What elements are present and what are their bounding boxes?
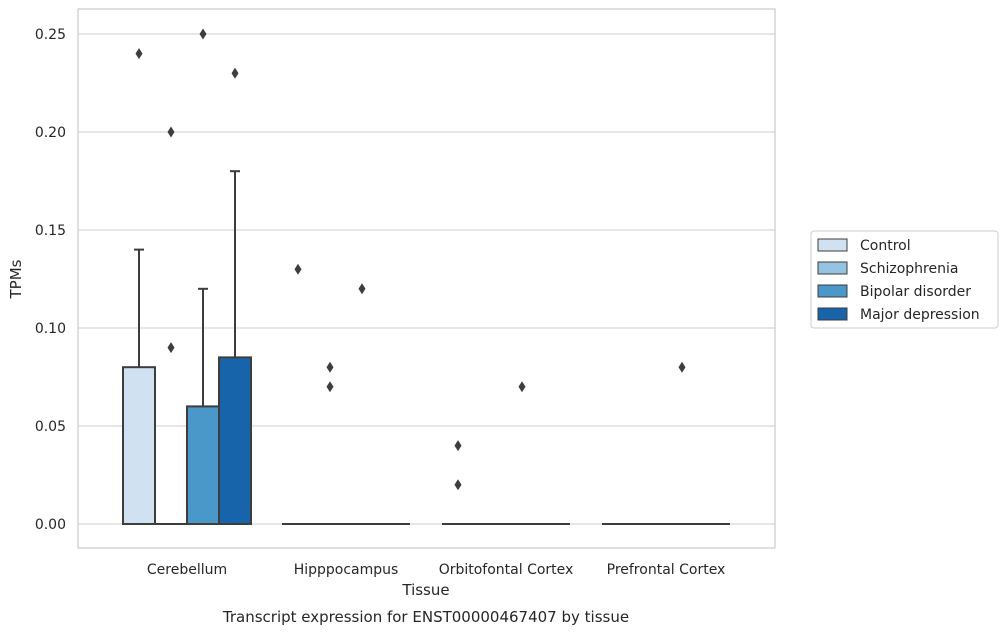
y-tick-label: 0.05	[35, 419, 66, 435]
outlier-point	[454, 440, 462, 452]
x-tick-label: Prefrontal Cortex	[607, 562, 726, 578]
legend-frame	[810, 230, 999, 329]
plot-frame	[77, 8, 776, 549]
y-axis-label: TPMs	[7, 259, 25, 299]
outlier-point	[454, 479, 462, 491]
x-tick-label: Orbitofontal Cortex	[439, 562, 574, 578]
legend-entry: Major depression	[860, 307, 980, 323]
y-tick-label: 0.00	[35, 517, 66, 533]
y-tick-label: 0.10	[35, 321, 66, 337]
outlier-point	[167, 342, 175, 354]
box-major-depression	[218, 170, 252, 525]
grid-lines	[78, 33, 775, 525]
legend: Control Schizophrenia Bipolar disorder Majo…	[810, 230, 999, 329]
outlier-point	[326, 381, 334, 393]
outlier-point	[678, 361, 686, 373]
box-bipolar-disorder	[186, 287, 220, 525]
outlier-point	[199, 28, 207, 40]
y-tick-label: 0.15	[35, 223, 66, 239]
legend-swatch	[817, 238, 848, 252]
outlier-point	[167, 126, 175, 138]
y-tick-label: 0.20	[35, 125, 66, 141]
legend-swatch	[817, 284, 848, 298]
box-body	[186, 405, 220, 525]
legend-entry: Schizophrenia	[860, 261, 958, 277]
legend-entry: Bipolar disorder	[860, 284, 971, 300]
legend-swatch	[817, 307, 848, 321]
x-axis-ticks: Cerebellum Hipppocampus Orbitofontal Corte…	[147, 562, 725, 578]
outlier-point	[326, 361, 334, 373]
legend-swatch	[817, 261, 848, 275]
outlier-point	[518, 381, 526, 393]
legend-entry: Control	[860, 238, 911, 254]
outlier-point	[135, 48, 143, 60]
outlier-point	[294, 263, 302, 275]
outlier-point	[358, 283, 366, 295]
y-axis-ticks: 0.00 0.05 0.10 0.15 0.20 0.25	[35, 27, 66, 533]
box-control	[122, 248, 156, 526]
box-body	[218, 356, 252, 525]
x-axis-label: Tissue	[401, 581, 449, 599]
x-tick-label: Hipppocampus	[294, 562, 399, 578]
boxes	[122, 170, 730, 526]
box-body	[122, 366, 156, 526]
chart-caption: Transcript expression for ENST0000046740…	[222, 608, 629, 626]
outlier-point	[231, 67, 239, 79]
x-tick-label: Cerebellum	[147, 562, 227, 578]
outliers	[135, 28, 686, 491]
y-tick-label: 0.25	[35, 27, 66, 43]
